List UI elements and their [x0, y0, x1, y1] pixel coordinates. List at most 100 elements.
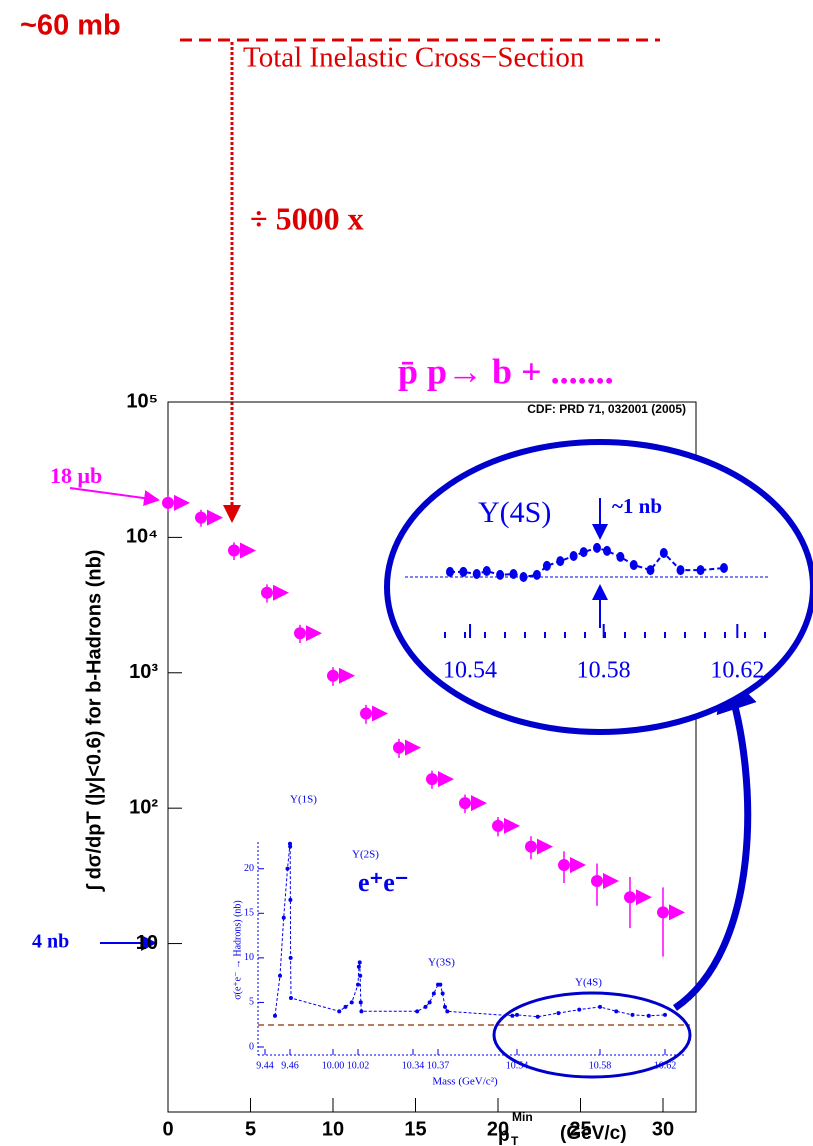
- inset-point: [431, 991, 436, 996]
- x-tick-label: 10: [322, 1118, 344, 1140]
- data-point: [459, 797, 471, 810]
- inset-point: [445, 1009, 450, 1014]
- inset-point: [438, 982, 443, 987]
- x-axis-label-unit: (GeV/c): [560, 1123, 627, 1144]
- inset-point: [646, 1013, 651, 1018]
- inset-point: [630, 1012, 635, 1017]
- inset-point: [357, 960, 362, 965]
- inset-point: [663, 1012, 667, 1017]
- data-point: [294, 627, 306, 640]
- zoom-point: [629, 560, 638, 570]
- zoom-x-tick-label: 10.62: [710, 658, 764, 684]
- zoom-point: [696, 565, 705, 576]
- inset-x-tick-label: 10.54: [506, 1060, 529, 1071]
- inset-x-tick-label: 9.46: [281, 1060, 299, 1071]
- zoom-point: [719, 563, 728, 573]
- zoom-point: [542, 560, 551, 571]
- zoom-point: [509, 569, 518, 579]
- upsilon-1s: Υ(1S): [290, 794, 317, 806]
- inset-x-tick-label: 9.44: [256, 1060, 274, 1071]
- ee-label: e⁺e⁻: [358, 868, 409, 897]
- zoom-point: [676, 565, 685, 576]
- zoom-point: [569, 551, 578, 561]
- inset-point: [577, 1007, 582, 1012]
- peak-label: 18 μb: [50, 463, 102, 488]
- inset-point: [356, 964, 361, 969]
- inset-y-tick-label: 5: [249, 997, 254, 1008]
- zoom-point: [496, 569, 505, 580]
- zoom-x-tick-label: 10.58: [577, 658, 631, 684]
- inset-y-tick-label: 10: [244, 952, 254, 963]
- zoom-arrow: [673, 668, 757, 1011]
- x-tick-label: 30: [652, 1118, 674, 1140]
- upsilon-3s: Υ(3S): [428, 957, 455, 969]
- inset-x-tick-label: 10.58: [589, 1060, 612, 1071]
- level-label: 4 nb: [32, 931, 69, 953]
- y-tick-label: 10²: [129, 796, 158, 818]
- inset-point: [427, 1000, 432, 1005]
- inset-point: [288, 844, 293, 849]
- x-tick-label: 20: [487, 1118, 509, 1140]
- zoom-point: [482, 566, 491, 576]
- data-point: [261, 586, 273, 599]
- inset-point: [337, 1009, 342, 1014]
- data-point: [525, 840, 537, 853]
- zoom-point: [532, 569, 541, 580]
- inset-point: [343, 1004, 348, 1009]
- x-tick-label: 15: [404, 1118, 426, 1140]
- zoom-point: [472, 569, 481, 579]
- zoom-point: [519, 572, 528, 582]
- x-axis-label-p: p: [498, 1125, 510, 1146]
- inset-point: [281, 915, 286, 920]
- zoom-point: [459, 566, 468, 577]
- upsilon-4s: Υ(4S): [575, 977, 602, 989]
- zoom-width-label: ~1 nb: [612, 494, 662, 518]
- data-point: [162, 496, 174, 509]
- inset-x-tick-label: 10.34: [402, 1060, 425, 1071]
- data-point: [558, 859, 570, 872]
- data-point: [492, 819, 504, 832]
- reference: CDF: PRD 71, 032001 (2005): [527, 402, 686, 416]
- inset-point: [423, 1004, 428, 1009]
- inset-point: [278, 973, 282, 978]
- x-tick-label: 5: [245, 1118, 256, 1140]
- inset-y-tick-label: 0: [249, 1041, 254, 1052]
- data-point: [327, 669, 339, 682]
- x-axis-label-sub: T: [511, 1134, 519, 1146]
- inset-point: [358, 1000, 363, 1005]
- x-tick-label: 0: [162, 1118, 173, 1140]
- peak-arrow: [69, 487, 160, 507]
- inset-point: [288, 897, 293, 902]
- factor-label: ÷ 5000 x: [250, 200, 364, 236]
- inset-point: [288, 955, 293, 960]
- zoom-point: [556, 556, 565, 567]
- x-tick-label: 25: [569, 1118, 591, 1140]
- inset-x-tick-label: 10.02: [347, 1060, 370, 1071]
- zoom-point: [603, 545, 612, 556]
- y-tick-label: 10: [136, 932, 158, 954]
- inset-point: [415, 1009, 420, 1014]
- data-point: [393, 741, 405, 754]
- inset-highlight: [492, 991, 692, 1079]
- data-point: [657, 906, 669, 919]
- data-point: [195, 511, 207, 524]
- inset-point: [535, 1014, 540, 1019]
- x-axis-label-sup: Min: [512, 1110, 533, 1124]
- zoom-point: [446, 566, 454, 577]
- zoom-x-tick-label: 10.54: [443, 658, 497, 684]
- inset-x-tick-label: 10.37: [427, 1060, 450, 1071]
- zoom-point: [579, 547, 588, 558]
- inset-point: [515, 1012, 519, 1017]
- zoom-point: [646, 565, 655, 576]
- inset-point: [285, 866, 290, 871]
- data-point: [360, 707, 372, 720]
- inset-point: [442, 1004, 447, 1009]
- inset-point: [356, 982, 360, 987]
- y-tick-label: 10⁵: [126, 390, 158, 412]
- inelastic-label: Total Inelastic Cross−Section: [243, 42, 585, 74]
- inset-point: [359, 1009, 364, 1014]
- y-tick-label: 10⁴: [126, 526, 158, 548]
- inset-point: [440, 991, 445, 996]
